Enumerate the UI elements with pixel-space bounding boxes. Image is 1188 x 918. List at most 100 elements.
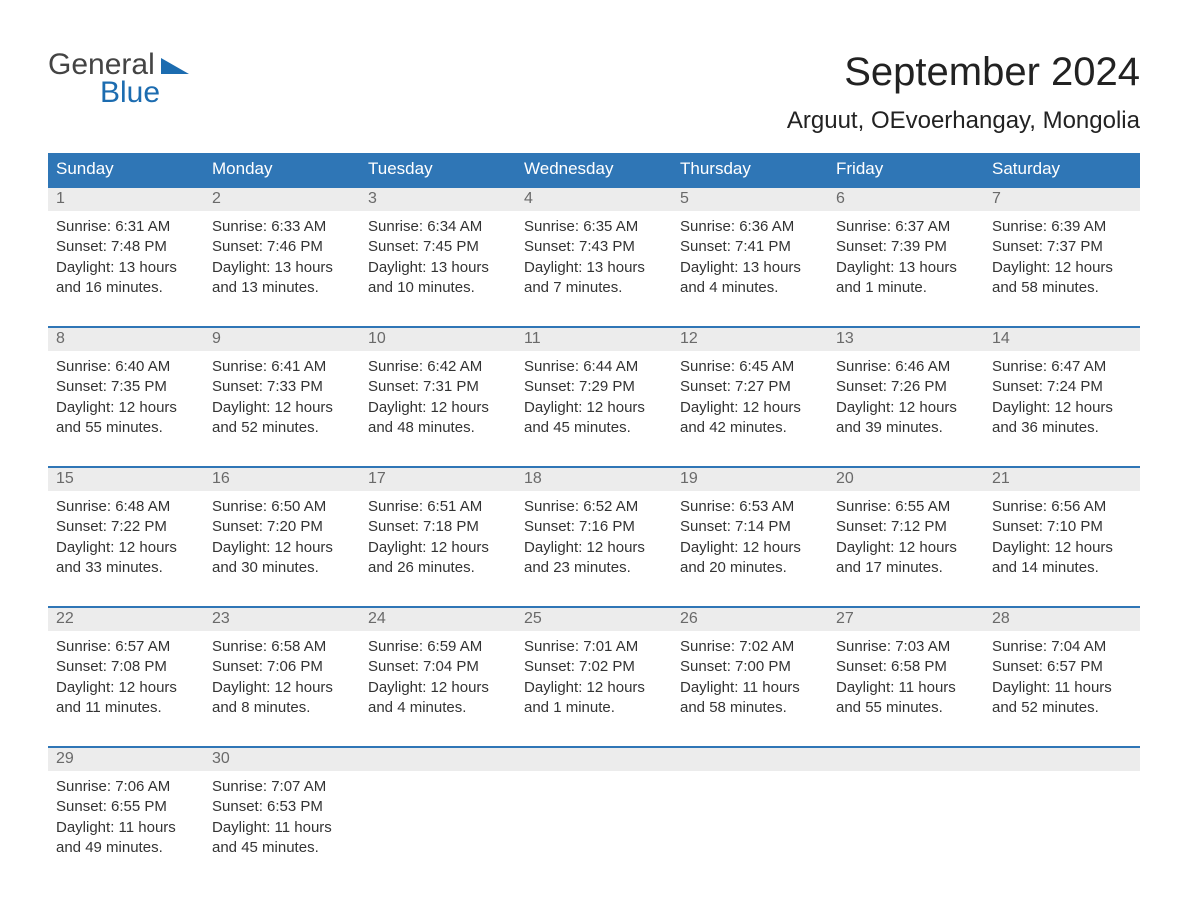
sunrise-line: Sunrise: 6:57 AM [56, 637, 196, 657]
day-number: 11 [516, 328, 672, 351]
day-number: 4 [516, 188, 672, 211]
day-number [516, 748, 672, 771]
day-cell: Sunrise: 7:07 AMSunset: 6:53 PMDaylight:… [204, 771, 360, 862]
daylight-line: Daylight: 12 hours and 17 minutes. [836, 538, 976, 579]
day-cell: Sunrise: 7:01 AMSunset: 7:02 PMDaylight:… [516, 631, 672, 722]
sunrise-line: Sunrise: 6:37 AM [836, 217, 976, 237]
day-cell: Sunrise: 6:34 AMSunset: 7:45 PMDaylight:… [360, 211, 516, 302]
day-number: 8 [48, 328, 204, 351]
sunrise-line: Sunrise: 7:07 AM [212, 777, 352, 797]
day-cell: Sunrise: 6:46 AMSunset: 7:26 PMDaylight:… [828, 351, 984, 442]
sunrise-line: Sunrise: 6:40 AM [56, 357, 196, 377]
sunset-line: Sunset: 7:16 PM [524, 517, 664, 537]
sunset-line: Sunset: 7:45 PM [368, 237, 508, 257]
day-number [828, 748, 984, 771]
day-number: 24 [360, 608, 516, 631]
sunrise-line: Sunrise: 7:02 AM [680, 637, 820, 657]
sunrise-line: Sunrise: 6:39 AM [992, 217, 1132, 237]
flag-icon [161, 58, 189, 74]
sunset-line: Sunset: 6:58 PM [836, 657, 976, 677]
weekday-label: Saturday [984, 153, 1140, 186]
sunrise-line: Sunrise: 6:33 AM [212, 217, 352, 237]
day-cell [360, 771, 516, 862]
day-number: 1 [48, 188, 204, 211]
sunrise-line: Sunrise: 6:31 AM [56, 217, 196, 237]
location-text: Arguut, OEvoerhangay, Mongolia [787, 107, 1140, 135]
day-cell: Sunrise: 6:56 AMSunset: 7:10 PMDaylight:… [984, 491, 1140, 582]
weekday-label: Monday [204, 153, 360, 186]
day-number: 25 [516, 608, 672, 631]
brand-text-blue: Blue [48, 78, 189, 108]
daylight-line: Daylight: 12 hours and 4 minutes. [368, 678, 508, 719]
daylight-line: Daylight: 12 hours and 33 minutes. [56, 538, 196, 579]
day-number: 21 [984, 468, 1140, 491]
day-cell: Sunrise: 6:37 AMSunset: 7:39 PMDaylight:… [828, 211, 984, 302]
sunrise-line: Sunrise: 6:56 AM [992, 497, 1132, 517]
day-number: 13 [828, 328, 984, 351]
sunset-line: Sunset: 7:29 PM [524, 377, 664, 397]
weekday-header: SundayMondayTuesdayWednesdayThursdayFrid… [48, 153, 1140, 186]
sunrise-line: Sunrise: 7:04 AM [992, 637, 1132, 657]
day-number: 15 [48, 468, 204, 491]
day-number: 20 [828, 468, 984, 491]
calendar-week: 1234567Sunrise: 6:31 AMSunset: 7:48 PMDa… [48, 186, 1140, 302]
daylight-line: Daylight: 12 hours and 8 minutes. [212, 678, 352, 719]
day-number: 19 [672, 468, 828, 491]
header: General Blue September 2024 Arguut, OEvo… [48, 50, 1140, 135]
title-block: September 2024 Arguut, OEvoerhangay, Mon… [787, 50, 1140, 135]
day-number: 14 [984, 328, 1140, 351]
sunrise-line: Sunrise: 6:42 AM [368, 357, 508, 377]
day-cell: Sunrise: 6:47 AMSunset: 7:24 PMDaylight:… [984, 351, 1140, 442]
day-number: 29 [48, 748, 204, 771]
day-number [984, 748, 1140, 771]
day-number: 23 [204, 608, 360, 631]
day-number: 28 [984, 608, 1140, 631]
sunrise-line: Sunrise: 7:06 AM [56, 777, 196, 797]
calendar-week: 891011121314Sunrise: 6:40 AMSunset: 7:35… [48, 326, 1140, 442]
sunrise-line: Sunrise: 6:53 AM [680, 497, 820, 517]
sunrise-line: Sunrise: 6:50 AM [212, 497, 352, 517]
day-cell: Sunrise: 7:06 AMSunset: 6:55 PMDaylight:… [48, 771, 204, 862]
day-number: 17 [360, 468, 516, 491]
day-cell: Sunrise: 6:35 AMSunset: 7:43 PMDaylight:… [516, 211, 672, 302]
day-cell: Sunrise: 7:04 AMSunset: 6:57 PMDaylight:… [984, 631, 1140, 722]
daylight-line: Daylight: 12 hours and 42 minutes. [680, 398, 820, 439]
sunset-line: Sunset: 7:35 PM [56, 377, 196, 397]
daylight-line: Daylight: 13 hours and 4 minutes. [680, 258, 820, 299]
sunrise-line: Sunrise: 6:35 AM [524, 217, 664, 237]
day-cell: Sunrise: 6:58 AMSunset: 7:06 PMDaylight:… [204, 631, 360, 722]
day-number: 18 [516, 468, 672, 491]
sunset-line: Sunset: 7:04 PM [368, 657, 508, 677]
daylight-line: Daylight: 12 hours and 39 minutes. [836, 398, 976, 439]
day-cell: Sunrise: 6:41 AMSunset: 7:33 PMDaylight:… [204, 351, 360, 442]
daylight-line: Daylight: 11 hours and 55 minutes. [836, 678, 976, 719]
sunset-line: Sunset: 6:53 PM [212, 797, 352, 817]
calendar-week: 22232425262728Sunrise: 6:57 AMSunset: 7:… [48, 606, 1140, 722]
sunset-line: Sunset: 7:22 PM [56, 517, 196, 537]
sunrise-line: Sunrise: 6:34 AM [368, 217, 508, 237]
sunset-line: Sunset: 7:37 PM [992, 237, 1132, 257]
day-cell: Sunrise: 6:51 AMSunset: 7:18 PMDaylight:… [360, 491, 516, 582]
day-cell: Sunrise: 6:48 AMSunset: 7:22 PMDaylight:… [48, 491, 204, 582]
daylight-line: Daylight: 12 hours and 11 minutes. [56, 678, 196, 719]
day-number [360, 748, 516, 771]
day-cell: Sunrise: 6:57 AMSunset: 7:08 PMDaylight:… [48, 631, 204, 722]
daylight-line: Daylight: 12 hours and 1 minute. [524, 678, 664, 719]
weekday-label: Wednesday [516, 153, 672, 186]
day-number: 26 [672, 608, 828, 631]
daynum-row: 1234567 [48, 188, 1140, 211]
sunrise-line: Sunrise: 6:52 AM [524, 497, 664, 517]
day-cell: Sunrise: 7:02 AMSunset: 7:00 PMDaylight:… [672, 631, 828, 722]
calendar-week: 2930Sunrise: 7:06 AMSunset: 6:55 PMDayli… [48, 746, 1140, 862]
weekday-label: Friday [828, 153, 984, 186]
daylight-line: Daylight: 13 hours and 1 minute. [836, 258, 976, 299]
daylight-line: Daylight: 11 hours and 52 minutes. [992, 678, 1132, 719]
daynum-row: 22232425262728 [48, 608, 1140, 631]
sunset-line: Sunset: 7:18 PM [368, 517, 508, 537]
daylight-line: Daylight: 12 hours and 55 minutes. [56, 398, 196, 439]
day-number: 6 [828, 188, 984, 211]
daylight-line: Daylight: 12 hours and 48 minutes. [368, 398, 508, 439]
daylight-line: Daylight: 12 hours and 45 minutes. [524, 398, 664, 439]
day-cell: Sunrise: 6:31 AMSunset: 7:48 PMDaylight:… [48, 211, 204, 302]
sunset-line: Sunset: 7:46 PM [212, 237, 352, 257]
